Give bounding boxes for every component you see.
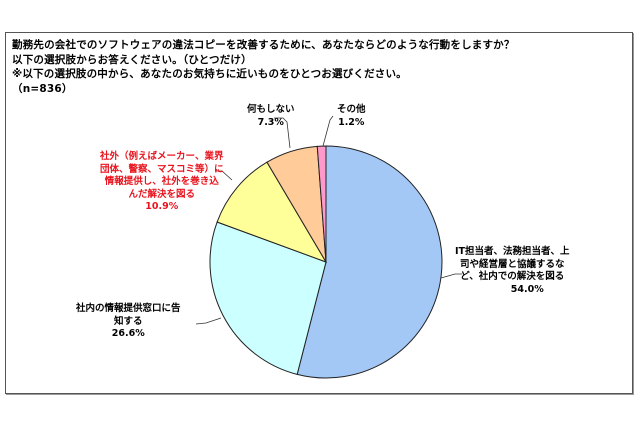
label-percent: 26.6% [111, 328, 145, 339]
label-do-nothing: 何もしない 7.3% [247, 104, 295, 129]
label-text: IT担当者、法務担当者、上 [455, 246, 570, 257]
label-percent: 1.2% [338, 116, 365, 128]
slice-internal-resolution [296, 145, 443, 379]
label-percent: 54.0% [510, 283, 544, 295]
label-text: 団体、警察、マスコミ等）に [100, 163, 224, 175]
sample-size: （n=836） [12, 82, 73, 95]
label-text: 社外（例えばメーカー、業界 [100, 151, 224, 162]
question-line-1: 勤務先の会社でのソフトウェアの違法コピーを改善するために、あなたならどのような行… [12, 39, 515, 51]
question-line-2: 以下の選択肢からお答えください。（ひとつだけ） [12, 53, 252, 66]
label-other: その他 1.2% [337, 104, 366, 129]
leader-line-1 [322, 115, 334, 147]
slice-other [316, 145, 327, 263]
label-text: その他 [337, 104, 366, 115]
label-text: 情報提供し、社外を巻き込 [104, 176, 219, 187]
leader-line-7 [274, 117, 291, 149]
label-text: 社内の情報提供窓口に告 [76, 303, 181, 314]
leader-line-54 [440, 273, 462, 279]
label-percent: 10.9% [145, 201, 179, 212]
leader-line-10 [216, 170, 233, 181]
label-external-report: 社外（例えばメーカー、業界 団体、警察、マスコミ等）に 情報提供し、社外を巻き込… [100, 151, 224, 214]
leader-line-26 [195, 317, 222, 325]
label-text: 何もしない [247, 104, 295, 115]
label-percent: 7.3% [257, 116, 284, 128]
slice-external-report [216, 161, 328, 263]
slice-internal-hotline [209, 221, 327, 375]
label-internal-hotline: 社内の情報提供窓口に告 知する 26.6% [76, 303, 181, 341]
label-internal-resolution: IT担当者、法務担当者、上 司や経営層と協議するな ど、社内での解決を図る 54… [455, 246, 570, 296]
question-text: 勤務先の会社でのソフトウェアの違法コピーを改善するために、あなたならどのような行… [12, 38, 515, 96]
label-text: ど、社内での解決を図る [460, 271, 565, 282]
label-text: 知する [114, 315, 143, 327]
label-text: 司や経営層と協議するな [460, 258, 565, 270]
label-text: んだ解決を図る [128, 188, 196, 200]
question-line-3: ※以下の選択肢の中から、あなたのお気持ちに近いものをひとつお選びください。 [12, 68, 407, 80]
